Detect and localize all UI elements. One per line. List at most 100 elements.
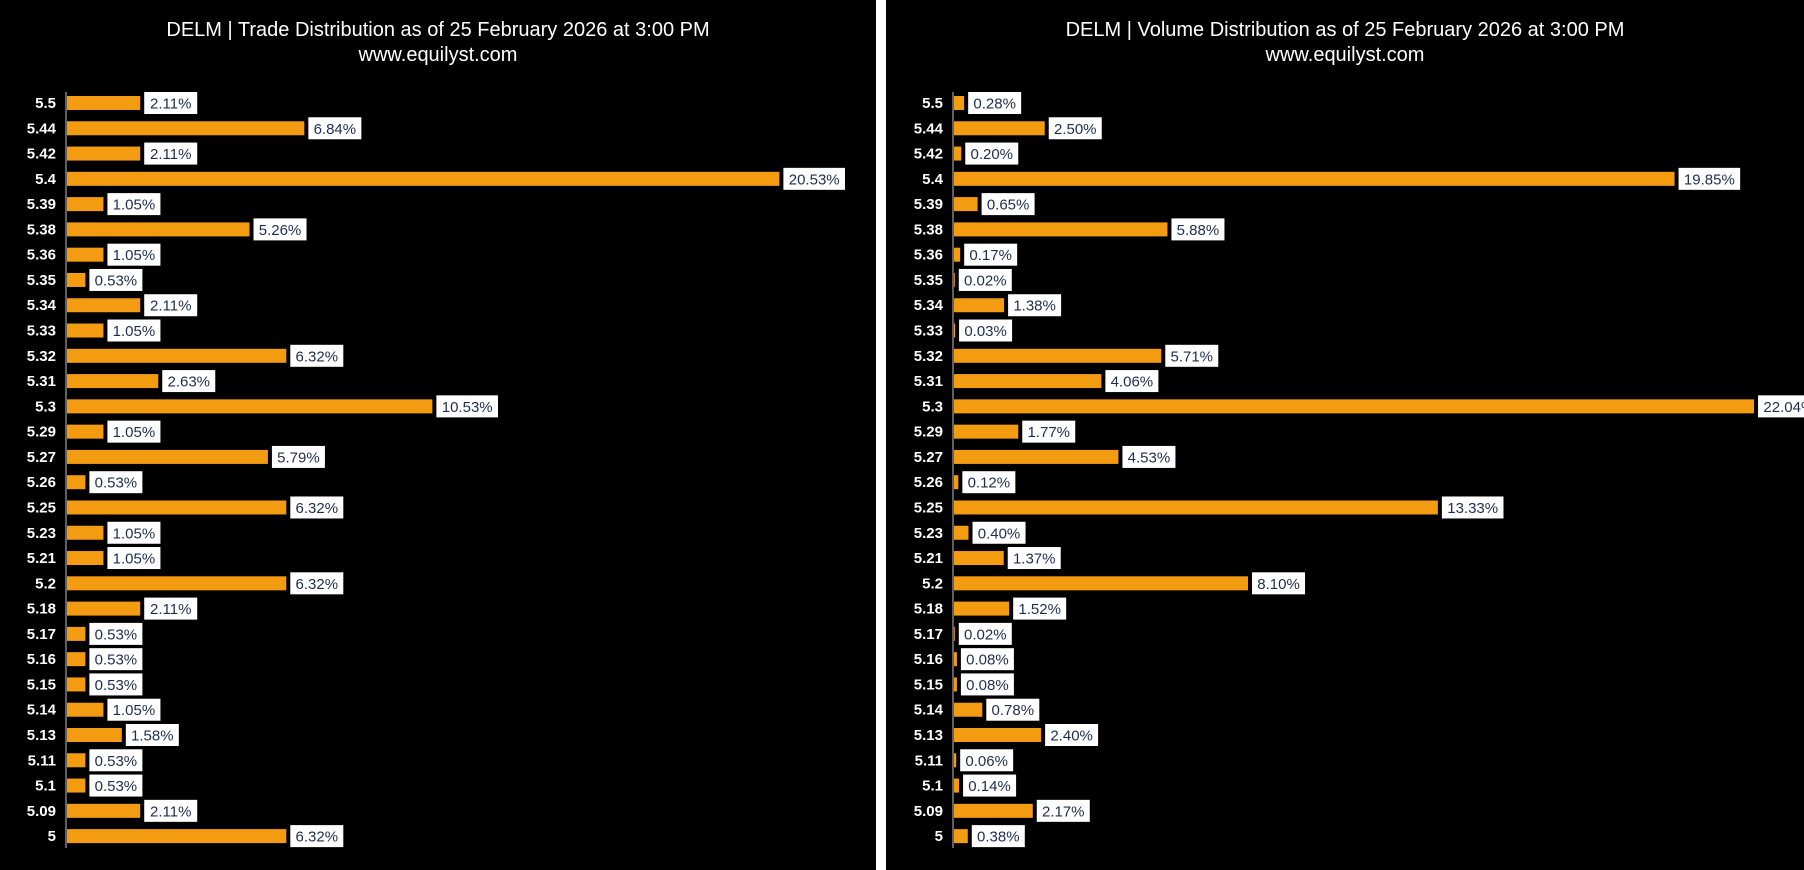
bar (954, 778, 960, 793)
data-label-box (144, 142, 198, 165)
y-tick-label: 5.25 (27, 499, 56, 516)
y-tick-label: 5.1 (35, 778, 56, 795)
y-tick-label: 5.44 (914, 120, 944, 137)
data-label: 22.04% (1763, 399, 1804, 416)
data-label-box (971, 825, 1025, 848)
data-label: 0.06% (965, 753, 1008, 770)
data-label-box (107, 420, 161, 443)
trade-distribution-chart: 5.5 2.11% 5.44 6.84% 5.42 2.11% 5.4 20.53% 5.39 1… (27, 92, 845, 848)
bar (954, 399, 1755, 414)
bar (67, 829, 287, 844)
bar (67, 803, 141, 818)
bar (67, 475, 86, 490)
data-label-box (1045, 724, 1099, 746)
y-tick-label: 5.14 (914, 702, 944, 719)
y-tick-label: 5.38 (914, 221, 943, 238)
bar (954, 753, 957, 768)
data-label: 4.53% (1128, 449, 1171, 466)
data-label: 0.03% (964, 323, 1007, 340)
chart-title: DELM | Volume Distribution as of 25 Febr… (1065, 19, 1625, 41)
chart-title-block: DELM | Volume Distribution as of 25 Febr… (886, 18, 1804, 68)
bar (67, 551, 104, 566)
bar (67, 272, 86, 287)
data-label: 0.53% (95, 475, 138, 492)
data-label: 1.38% (1013, 298, 1056, 315)
data-label: 13.33% (1447, 500, 1498, 517)
y-tick-label: 5.29 (914, 424, 943, 441)
data-label: 6.84% (314, 121, 357, 138)
data-label: 2.11% (150, 146, 191, 163)
y-tick-label: 5.09 (27, 803, 56, 820)
bar (67, 374, 159, 389)
data-label: 1.05% (113, 247, 156, 264)
data-label: 2.63% (167, 374, 210, 391)
data-label-box (1036, 799, 1090, 822)
data-label-box (290, 572, 344, 595)
data-label: 1.05% (113, 551, 156, 568)
data-label-box (1165, 344, 1219, 367)
data-label: 0.65% (987, 197, 1030, 214)
y-tick-label: 5.15 (914, 676, 943, 693)
data-label: 0.17% (969, 247, 1012, 264)
data-label-box (960, 749, 1014, 772)
data-label-box (89, 749, 143, 772)
bar (954, 728, 1042, 742)
data-label: 0.40% (978, 525, 1021, 542)
y-tick-label: 5.38 (27, 221, 56, 238)
data-label: 5.88% (1177, 222, 1220, 239)
bar (954, 222, 1168, 237)
y-tick-label: 5.39 (27, 196, 56, 213)
bar (67, 601, 141, 616)
data-label-box (107, 698, 161, 721)
data-label-box (960, 673, 1014, 696)
data-label-box (1008, 294, 1062, 317)
data-label-box (308, 117, 362, 140)
y-tick-label: 5.27 (27, 449, 56, 466)
bar (67, 500, 287, 515)
y-tick-label: 5.5 (922, 95, 943, 112)
data-label-box (89, 673, 143, 696)
bar (67, 121, 305, 136)
y-tick-label: 5.2 (922, 575, 943, 592)
data-label: 1.37% (1013, 551, 1056, 568)
bar (954, 348, 1162, 363)
y-tick-label: 5.31 (27, 373, 56, 390)
y-tick-label: 5.11 (915, 752, 943, 769)
y-tick-label: 5.21 (914, 550, 943, 567)
y-tick-label: 5.13 (27, 727, 56, 744)
data-label-box (125, 724, 179, 746)
data-label-box (89, 268, 143, 291)
data-label: 4.06% (1111, 374, 1154, 391)
data-label: 0.78% (992, 702, 1035, 719)
bar (954, 197, 978, 212)
bar (67, 171, 780, 186)
chart-title-block: DELM | Trade Distribution as of 25 Febru… (0, 18, 876, 68)
y-tick-label: 5.17 (27, 626, 56, 643)
y-tick-label: 5.44 (27, 120, 57, 137)
data-label-box (1105, 370, 1159, 393)
y-tick-label: 5.35 (27, 272, 56, 289)
data-label-box (1122, 445, 1176, 468)
bar (954, 298, 1005, 313)
data-label-box (783, 167, 845, 190)
data-label: 0.08% (966, 677, 1009, 694)
data-label-box (107, 243, 161, 266)
y-tick-label: 5.3 (922, 398, 943, 415)
data-label-box (964, 243, 1018, 266)
data-label: 6.32% (296, 576, 339, 593)
data-label: 20.53% (789, 171, 840, 188)
y-tick-label: 5.13 (914, 727, 943, 744)
data-label-box (958, 622, 1012, 645)
bar (67, 753, 86, 768)
volume-distribution-chart: 5.5 0.28% 5.44 2.50% 5.42 0.20% 5.4 19.85% 5.39 0… (914, 92, 1804, 848)
bar (67, 424, 104, 439)
y-tick-label: 5.32 (27, 348, 56, 365)
bar (954, 601, 1010, 616)
data-label: 0.53% (95, 778, 138, 795)
data-label-box (963, 774, 1017, 797)
data-label-box (1048, 117, 1102, 140)
y-tick-label: 5.5 (35, 95, 56, 112)
data-label: 0.08% (966, 652, 1009, 669)
bar (67, 197, 104, 212)
bar (954, 96, 965, 110)
